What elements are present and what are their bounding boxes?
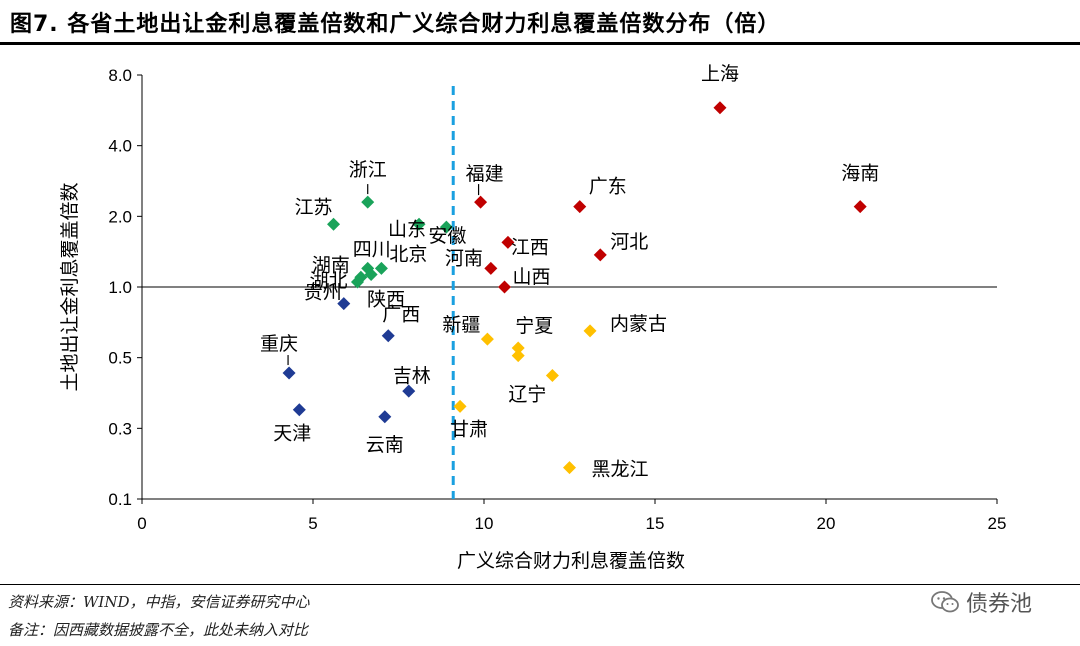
point-label: 海南	[841, 163, 879, 185]
point-label: 湖北	[309, 270, 347, 292]
data-point-blue	[337, 297, 351, 311]
watermark-text: 债券池	[966, 592, 1033, 617]
data-point-green	[361, 195, 375, 209]
point-label: 上海	[701, 63, 739, 85]
point-label: 江苏	[295, 196, 333, 218]
point-label: 黑龙江	[592, 459, 649, 481]
data-point-yellow	[453, 399, 467, 413]
x-tick-label: 0	[137, 514, 146, 533]
data-point-blue	[381, 329, 395, 343]
y-axis-title: 土地出让金利息覆盖倍数	[59, 182, 81, 391]
point-label: 浙江	[349, 159, 387, 181]
point-label: 宁夏	[515, 315, 553, 337]
y-tick-label: 4.0	[108, 137, 132, 156]
point-label: 陕西	[367, 289, 405, 311]
point-label: 云南	[366, 434, 404, 456]
data-point-yellow	[480, 332, 494, 346]
point-label: 天津	[273, 423, 311, 445]
data-point-green	[439, 220, 453, 234]
point-label: 山西	[513, 266, 551, 288]
marks-layer	[282, 101, 867, 475]
x-tick-label: 10	[475, 514, 494, 533]
data-point-red	[573, 200, 587, 214]
x-tick-label: 20	[817, 514, 836, 533]
y-tick-label: 0.1	[108, 490, 132, 509]
data-point-green	[364, 268, 378, 282]
y-tick-label: 0.3	[108, 419, 132, 438]
point-label: 江西	[511, 236, 549, 258]
remark-note: 备注：因西藏数据披露不全，此处未纳入对比	[8, 621, 309, 639]
data-point-yellow	[545, 368, 559, 382]
point-label: 山东	[388, 218, 426, 240]
data-point-yellow	[511, 341, 525, 355]
point-label: 吉林	[393, 365, 431, 387]
x-tick-label: 15	[646, 514, 665, 533]
point-label: 贵州	[304, 282, 342, 304]
point-label: 福建	[466, 163, 504, 185]
y-tick-label: 0.5	[108, 349, 132, 368]
wechat-icon	[931, 591, 959, 613]
x-tick-label: 25	[988, 514, 1007, 533]
data-point-blue	[402, 384, 416, 398]
watermark: 债券池	[930, 586, 1032, 618]
point-label: 湖南	[312, 254, 350, 276]
title-divider	[0, 42, 1080, 45]
point-label: 河北	[610, 231, 648, 253]
data-point-red	[713, 101, 727, 115]
y-tick-label: 2.0	[108, 207, 132, 226]
x-tick-label: 5	[308, 514, 317, 533]
point-label: 北京	[389, 243, 427, 265]
point-label: 安徽	[428, 225, 466, 247]
point-label: 重庆	[260, 333, 298, 355]
point-label: 甘肃	[450, 418, 488, 440]
y-tick-label: 8.0	[108, 66, 132, 85]
footer-divider	[0, 584, 1080, 585]
point-label: 四川	[353, 238, 391, 260]
point-label: 河南	[445, 247, 483, 269]
point-label: 辽宁	[508, 383, 546, 405]
data-point-red	[593, 248, 607, 262]
point-label: 新疆	[442, 314, 480, 336]
data-point-blue	[378, 410, 392, 424]
data-point-green	[412, 217, 426, 231]
data-point-green	[374, 261, 388, 275]
data-point-red	[474, 195, 488, 209]
data-point-red	[484, 261, 498, 275]
data-point-green	[350, 275, 364, 289]
chart-title: 图7. 各省土地出让金利息覆盖倍数和广义综合财力利息覆盖倍数分布（倍）	[10, 12, 781, 37]
data-point-yellow	[511, 349, 525, 363]
data-point-red	[498, 280, 512, 294]
point-label: 内蒙古	[610, 313, 667, 335]
data-point-blue	[282, 366, 296, 380]
point-label: 广西	[382, 304, 420, 326]
source-note: 资料来源：WIND，中指，安信证券研究中心	[8, 593, 310, 611]
x-axis-title: 广义综合财力利息覆盖倍数	[457, 550, 685, 572]
point-label: 广东	[589, 176, 627, 198]
y-tick-label: 1.0	[108, 278, 132, 297]
data-point-yellow	[563, 461, 576, 475]
data-point-yellow	[583, 324, 597, 338]
data-point-blue	[292, 403, 306, 417]
data-point-red	[853, 200, 867, 214]
axes-layer: 0.1 0.3 0.5 1.0 2.0 4.0 8.0 0 5 10 15 20 25	[108, 66, 1006, 533]
data-point-red	[501, 235, 515, 249]
data-point-green	[327, 217, 341, 231]
